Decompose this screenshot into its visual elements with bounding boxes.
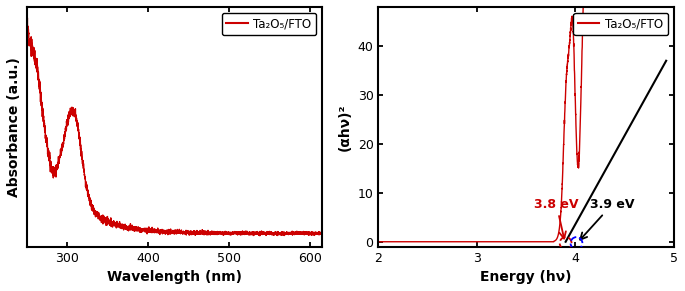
X-axis label: Wavelength (nm): Wavelength (nm) [107,270,242,284]
Text: 3.9 eV: 3.9 eV [580,198,635,240]
Legend: Ta₂O₅/FTO: Ta₂O₅/FTO [221,13,316,35]
Legend: Ta₂O₅/FTO: Ta₂O₅/FTO [573,13,668,35]
Y-axis label: Absorbance (a.u.): Absorbance (a.u.) [7,57,21,197]
Text: 3.8 eV: 3.8 eV [534,198,579,239]
X-axis label: Energy (hν): Energy (hν) [480,270,572,284]
Y-axis label: (αhν)²: (αhν)² [338,103,352,150]
